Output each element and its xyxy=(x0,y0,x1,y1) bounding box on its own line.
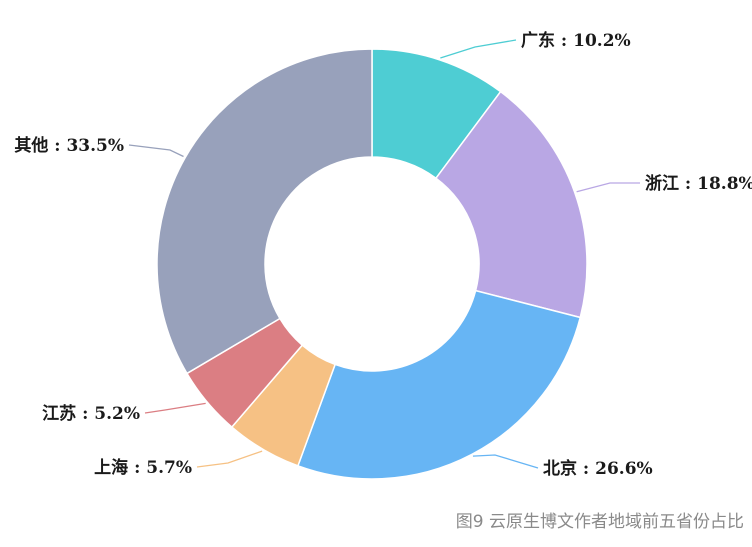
leader-line-3 xyxy=(196,450,263,468)
slice-label-5: 其他 : 33.5% xyxy=(14,135,124,156)
slice-label-3: 上海 : 5.7% xyxy=(94,457,192,478)
leader-line-4 xyxy=(144,402,206,414)
slice-label-1: 浙江 : 18.8% xyxy=(645,173,752,194)
slices-group xyxy=(156,48,588,480)
figure-caption: 图9 云原生博文作者地域前五省份占比 xyxy=(455,512,744,532)
slice-labels-group: 广东 : 10.2% 浙江 : 18.8% 北京 : 26.6% 上海 : 5.7% 江… xyxy=(14,30,752,479)
leader-line-5 xyxy=(128,144,184,158)
leader-line-0 xyxy=(440,39,517,59)
leader-line-1 xyxy=(576,182,640,193)
slice-1 xyxy=(434,90,588,319)
slice-label-4: 江苏 : 5.2% xyxy=(42,403,140,424)
leader-line-2 xyxy=(472,454,539,469)
leader-lines-group xyxy=(128,39,640,469)
slice-5 xyxy=(156,48,373,375)
donut-chart-svg: 广东 : 10.2% 浙江 : 18.8% 北京 : 26.6% 上海 : 5.7% 江… xyxy=(14,30,752,480)
slice-label-0: 广东 : 10.2% xyxy=(521,30,631,51)
slice-label-2: 北京 : 26.6% xyxy=(543,458,653,479)
slice-2 xyxy=(296,289,582,480)
